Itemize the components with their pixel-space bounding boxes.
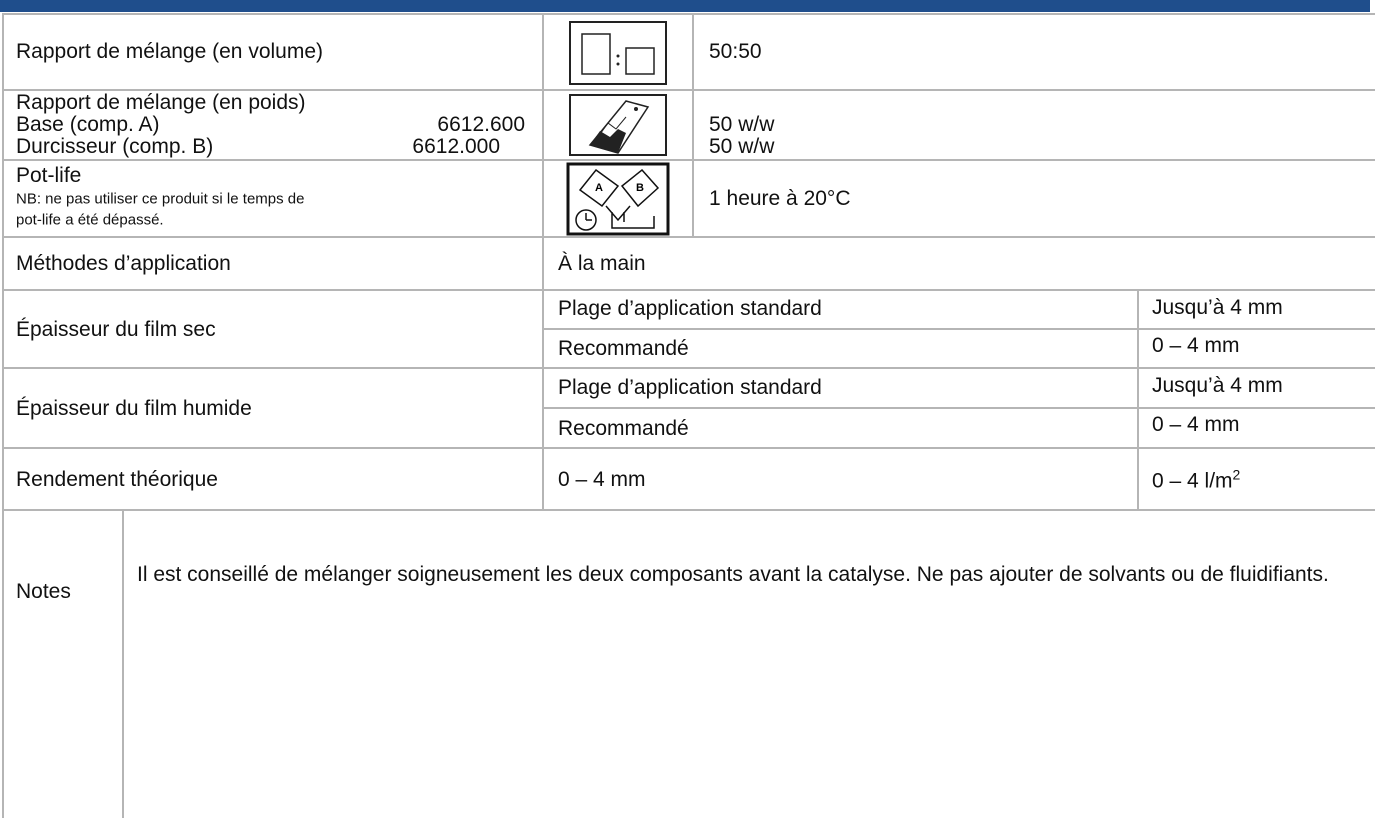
item-code: 6612.000 (412, 135, 500, 158)
rule (1137, 289, 1139, 510)
value-text: 0 – 4 l/m (1152, 469, 1233, 493)
rule (2, 13, 4, 818)
header-bar (0, 0, 1370, 12)
row-label: Méthodes d’application (16, 252, 231, 275)
sub-name: Recommandé (558, 337, 689, 360)
rule (692, 13, 694, 237)
rule (543, 407, 1375, 409)
row-value: 50 w/w (709, 135, 775, 158)
row-label: Épaisseur du film humide (16, 397, 252, 420)
item-name: Base (comp. A) (16, 113, 160, 136)
row-value: 0 – 4 mm (558, 468, 646, 491)
sub-name: Recommandé (558, 417, 689, 440)
sub-value: Jusqu’à 4 mm (1152, 374, 1283, 397)
rule (2, 447, 1375, 449)
sub-value: 0 – 4 mm (1152, 334, 1240, 357)
row-label: Épaisseur du film sec (16, 318, 216, 341)
row-value: À la main (558, 252, 646, 275)
row-value: 50:50 (709, 40, 762, 63)
row-value: 1 heure à 20°C (709, 187, 851, 210)
row-label: Rapport de mélange (en poids) (16, 91, 306, 114)
sub-name: Plage d’application standard (558, 376, 822, 399)
rule (2, 367, 1375, 369)
sub-value: 0 – 4 mm (1152, 413, 1240, 436)
row-note: NB: ne pas utiliser ce produit si le tem… (16, 190, 305, 208)
row-value: 50 w/w (709, 113, 775, 136)
icon-weight (569, 94, 667, 156)
row-label: Rapport de mélange (en volume) (16, 40, 324, 63)
rule (2, 509, 1375, 511)
notes-text: Il est conseillé de mélanger soigneuseme… (137, 563, 1329, 586)
icon-letter: A (595, 182, 603, 194)
row-note: pot-life a été dépassé. (16, 211, 164, 229)
icon-letter: B (636, 182, 644, 194)
rule (2, 159, 1375, 161)
row-label: Rendement théorique (16, 468, 218, 491)
row-label: Pot-life (16, 164, 82, 187)
value-sup: 2 (1232, 466, 1241, 483)
rule (542, 13, 544, 510)
icon-volume (569, 21, 667, 85)
rule (2, 289, 1375, 291)
rule (2, 89, 1375, 91)
notes-label: Notes (16, 580, 71, 603)
rule (2, 236, 1375, 238)
rule (543, 328, 1375, 330)
icon-potlife: A B (566, 162, 670, 236)
row-value: 0 – 4 l/m2 (1152, 467, 1240, 494)
item-code: 6612.600 (437, 113, 525, 136)
rule (122, 509, 124, 818)
sub-name: Plage d’application standard (558, 297, 822, 320)
sub-value: Jusqu’à 4 mm (1152, 296, 1283, 319)
item-name: Durcisseur (comp. B) (16, 135, 214, 158)
rule (2, 13, 1375, 15)
